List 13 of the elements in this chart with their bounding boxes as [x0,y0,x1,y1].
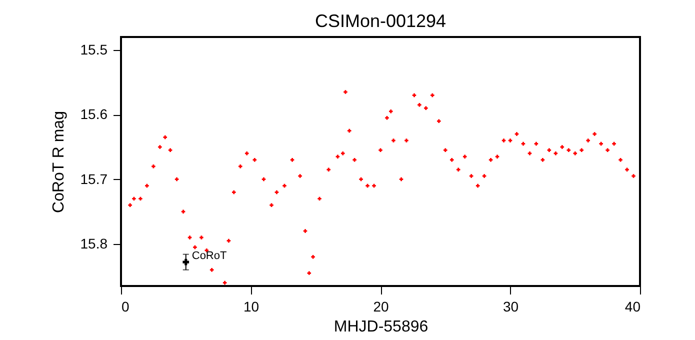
x-axis-title: MHJD-55896 [334,318,428,336]
y-tick-label: 15.7 [80,170,108,187]
x-tick-label: 0 [122,298,130,314]
annotation: CoRoT [192,250,227,262]
x-tick-label: 20 [373,298,389,314]
y-tick-label: 15.8 [80,235,108,252]
chart-title: CSIMon-001294 [314,11,446,31]
x-tick-label: 40 [624,298,641,314]
y-tick-label: 15.5 [80,41,108,58]
y-tick-label: 15.6 [80,106,108,122]
y-axis-title: CoRoT R mag [50,111,68,213]
x-tick-label: 30 [502,298,519,314]
x-tick-label: 10 [243,298,260,314]
